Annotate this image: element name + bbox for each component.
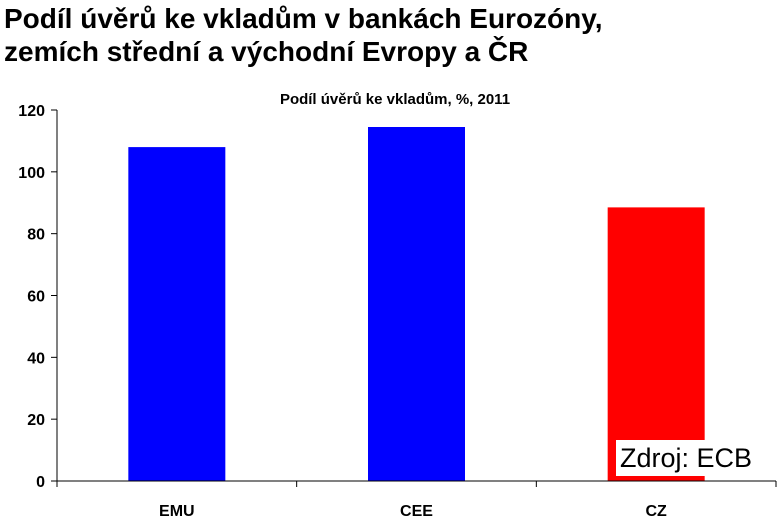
slide-title: Podíl úvěrů ke vkladům v bankách Eurozón… xyxy=(4,2,603,68)
y-tick-label-60: 60 xyxy=(27,289,45,306)
y-tick-label-120: 120 xyxy=(18,103,45,120)
bars-group xyxy=(128,127,705,482)
bar-cz xyxy=(607,207,705,481)
y-tick-label-40: 40 xyxy=(27,350,45,367)
slide-title-line-2: zemích střední a východní Evropy a ČR xyxy=(4,36,529,67)
bar-cee xyxy=(368,127,465,482)
chart-title: Podíl úvěrů ke vkladům, %, 2011 xyxy=(280,91,510,108)
y-tick-label-80: 80 xyxy=(27,227,45,244)
y-tick-label-0: 0 xyxy=(36,474,45,491)
x-tick-label-cee: CEE xyxy=(400,503,433,520)
y-tick-label-20: 20 xyxy=(27,412,45,429)
source-label: Zdroj: ECB xyxy=(616,440,757,476)
slide-title-line-1: Podíl úvěrů ke vkladům v bankách Eurozón… xyxy=(4,3,603,34)
x-tick-label-cz: CZ xyxy=(646,503,668,520)
bar-emu xyxy=(128,147,226,481)
y-tick-label-100: 100 xyxy=(18,165,45,182)
x-tick-label-emu: EMU xyxy=(159,503,195,520)
axes-group: EMU CEE CZ 0 20 40 60 80 100 120 xyxy=(18,103,777,520)
